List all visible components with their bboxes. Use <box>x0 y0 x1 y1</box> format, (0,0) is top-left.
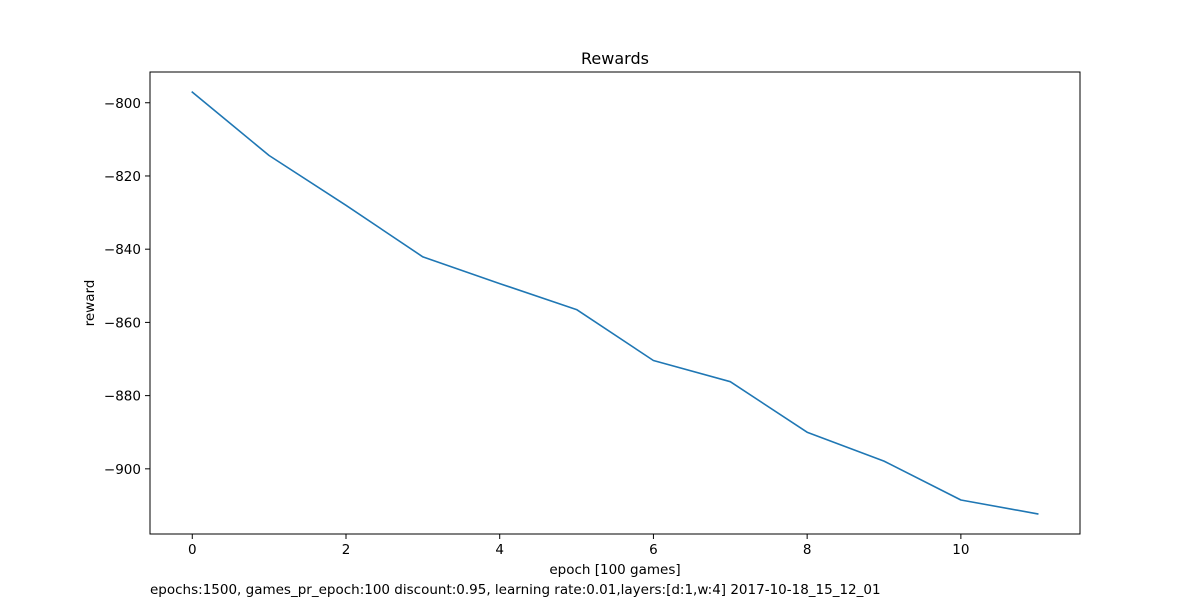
plot-frame <box>149 71 1081 535</box>
y-axis-ticks: −800 −820 −840 −860 −880 −900 <box>104 96 150 478</box>
y-tick-label: −860 <box>104 315 141 331</box>
x-tick-label: 6 <box>649 542 658 558</box>
figure-caption: epochs:1500, games_pr_epoch:100 discount… <box>150 582 881 598</box>
x-tick-label: 2 <box>342 542 351 558</box>
plot-area: 0 2 4 6 8 10 −800 −820 −840 −860 −880 −900 <box>104 71 1081 558</box>
x-tick-label: 4 <box>495 542 504 558</box>
x-tick-label: 8 <box>803 542 812 558</box>
x-axis-ticks: 0 2 4 6 8 10 <box>188 534 969 558</box>
y-tick-label: −820 <box>104 169 141 185</box>
series-line-rewards <box>191 90 1039 515</box>
y-tick-label: −800 <box>104 96 141 112</box>
y-axis-label: reward <box>82 280 98 327</box>
y-tick-label: −840 <box>104 242 141 258</box>
chart-title: Rewards <box>581 49 649 68</box>
x-axis-label: epoch [100 games] <box>549 562 680 578</box>
x-tick-label: 0 <box>188 542 197 558</box>
y-tick-label: −880 <box>104 389 141 405</box>
y-tick-label: −900 <box>104 462 141 478</box>
x-tick-label: 10 <box>952 542 969 558</box>
